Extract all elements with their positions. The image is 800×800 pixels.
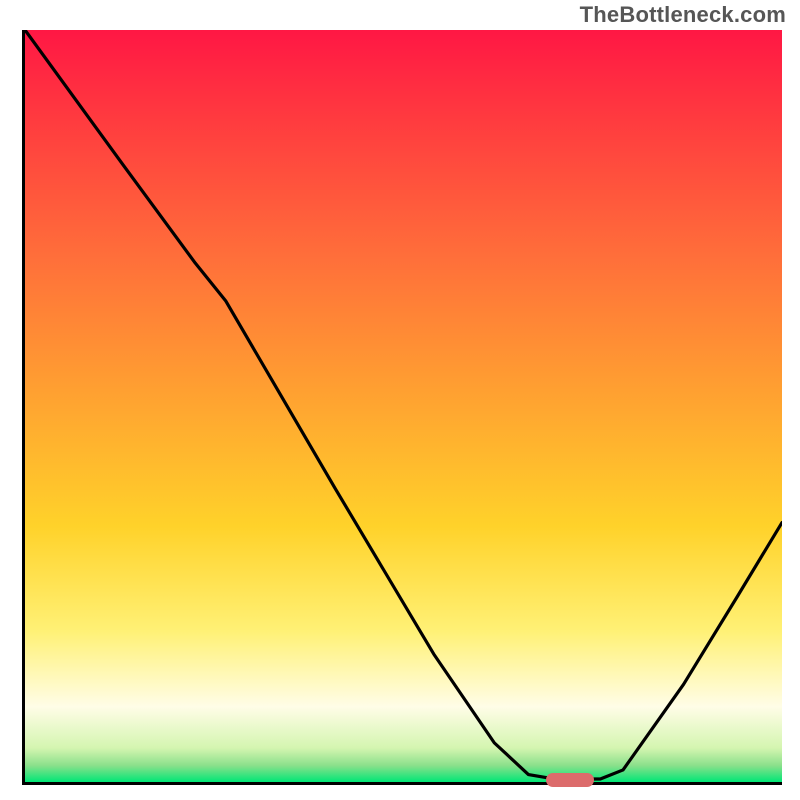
- curve-path: [25, 30, 782, 779]
- attribution-text: TheBottleneck.com: [580, 2, 786, 28]
- optimal-zone-marker: [546, 773, 594, 787]
- bottleneck-curve: [25, 30, 782, 782]
- bottleneck-chart: [22, 30, 782, 785]
